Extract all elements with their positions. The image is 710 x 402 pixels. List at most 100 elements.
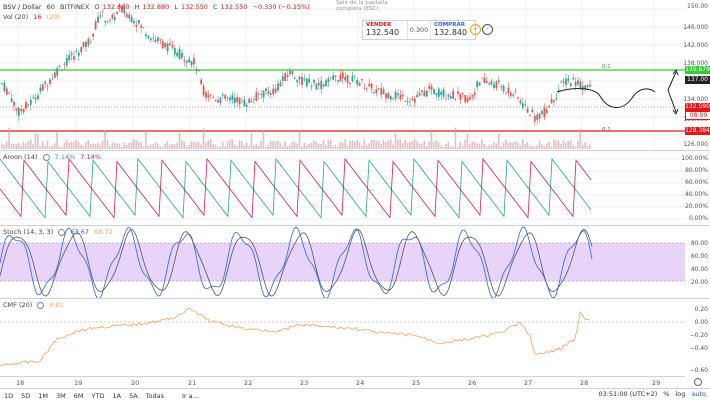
- candle-body: [166, 43, 169, 52]
- clock[interactable]: 03:51:00 (UTC+2): [598, 390, 658, 398]
- volume-bar: [53, 143, 56, 149]
- candle-body: [25, 101, 27, 109]
- candle-body: [409, 101, 411, 103]
- candle-body: [445, 98, 447, 99]
- candle-body: [524, 104, 527, 106]
- candle-body: [281, 76, 284, 81]
- price-chart[interactable]: [0, 0, 685, 150]
- volume-bar: [260, 140, 262, 149]
- timeframe-3m[interactable]: 3M: [56, 391, 66, 400]
- volume-bar: [255, 143, 258, 149]
- settings-icon[interactable]: [42, 153, 50, 161]
- timeframe-1d[interactable]: 1D: [4, 391, 14, 400]
- aroon-legend[interactable]: Aroon (14) 7.14% 7.14%: [3, 153, 102, 161]
- timeframe-all[interactable]: Todas: [145, 391, 165, 400]
- settings-icon[interactable]: [37, 301, 45, 309]
- aroon-chart[interactable]: [0, 151, 685, 225]
- symbol-name[interactable]: BSV / Dollar: [3, 3, 42, 11]
- timeframe-5a[interactable]: 5A: [129, 391, 138, 400]
- volume-bar: [497, 133, 500, 149]
- chart-settings-icon[interactable]: [694, 378, 702, 386]
- candle-body: [190, 61, 193, 65]
- candle-body: [161, 41, 164, 48]
- candle-body: [399, 94, 402, 100]
- volume-bar: [344, 139, 346, 149]
- buy-button[interactable]: COMPRAR 132.840: [434, 22, 468, 37]
- aroon-pane[interactable]: Aroon (14) 7.14% 7.14%: [0, 151, 685, 225]
- percent-toggle[interactable]: %: [663, 390, 670, 398]
- change-value: −0.330 (−0.25%): [252, 3, 310, 11]
- interval[interactable]: 60: [46, 3, 55, 11]
- volume-bar: [92, 143, 94, 149]
- volume-bar: [284, 140, 286, 149]
- candle-body: [260, 94, 263, 95]
- settings-icon[interactable]: [58, 228, 66, 236]
- candle-body: [92, 33, 95, 37]
- stoch-chart[interactable]: [0, 226, 685, 300]
- candle-body: [471, 94, 474, 97]
- timeframe-5d[interactable]: 5D: [21, 391, 31, 400]
- goto-date-button[interactable]: Ir a...: [182, 391, 199, 400]
- date-axis[interactable]: 18 19 20 21 22 23 24 25 26 27 28 29: [0, 376, 685, 389]
- auto-toggle[interactable]: auto: [691, 390, 706, 398]
- candle-body: [77, 52, 80, 56]
- volume-bar: [409, 141, 411, 149]
- volume-bar: [178, 133, 181, 149]
- timeframe-6m[interactable]: 6M: [73, 391, 84, 400]
- candle-body: [310, 85, 313, 87]
- candle-body: [111, 14, 114, 19]
- timeframe-1m[interactable]: 1M: [38, 391, 49, 400]
- add-alert-icon[interactable]: +: [470, 24, 481, 35]
- candle-body: [531, 109, 534, 113]
- candle-body: [296, 80, 299, 83]
- candle-body: [344, 76, 347, 81]
- volume-bar: [574, 146, 577, 149]
- volume-bar: [149, 144, 152, 149]
- volume-bar: [557, 140, 560, 149]
- volume-bar: [212, 144, 214, 149]
- cmf-pane[interactable]: CMF (20) 0.01: [0, 299, 685, 376]
- candle-body: [145, 34, 147, 37]
- candle-body: [231, 95, 234, 101]
- cmf-legend[interactable]: CMF (20) 0.01: [3, 301, 64, 309]
- candle-body: [15, 108, 18, 111]
- volume-legend[interactable]: Vol (20) 16 (20): [3, 13, 60, 21]
- log-toggle[interactable]: log: [675, 390, 686, 398]
- volume-bar: [397, 139, 399, 149]
- volume-bar: [159, 146, 162, 149]
- candle-body: [101, 11, 104, 13]
- candle-body: [370, 83, 373, 89]
- volume-bar: [550, 146, 553, 149]
- candle-body: [125, 14, 128, 18]
- timeframe-1a[interactable]: 1A: [112, 391, 122, 400]
- candle-body: [118, 5, 121, 8]
- candle-body: [226, 97, 229, 99]
- price-pane[interactable]: BSV / Dollar 60 BITFINEX O 132.880 H 132.8…: [0, 0, 685, 150]
- stoch-pane[interactable]: Stoch (14, 3, 3) 63.67 68.72: [0, 226, 685, 300]
- volume-bar: [104, 130, 106, 149]
- candle-body: [548, 105, 551, 108]
- candle-body: [572, 78, 575, 80]
- order-icon[interactable]: ·: [482, 24, 493, 35]
- volume-bar: [140, 142, 142, 149]
- volume-bar: [536, 145, 538, 149]
- volume-bar: [176, 142, 178, 149]
- stoch-legend[interactable]: Stoch (14, 3, 3) 63.67 68.72: [3, 228, 113, 236]
- volume-bar: [413, 139, 416, 149]
- candle-body: [517, 97, 519, 99]
- close-value: 132.550: [220, 3, 248, 11]
- candle-body: [243, 99, 246, 107]
- volume-bars: [1, 127, 591, 149]
- timeframe-ytd[interactable]: YTD: [91, 391, 105, 400]
- volume-bar: [545, 143, 548, 149]
- candle-body: [536, 114, 539, 120]
- volume-bar: [442, 146, 445, 149]
- volume-bar: [505, 139, 507, 149]
- candle-body: [68, 55, 71, 61]
- sell-button[interactable]: VENDER 132.540: [366, 22, 400, 37]
- cmf-chart[interactable]: [0, 299, 685, 376]
- volume-bar: [543, 145, 546, 149]
- volume-bar: [262, 129, 265, 149]
- candle-body: [135, 24, 138, 27]
- volume-bar: [173, 144, 176, 149]
